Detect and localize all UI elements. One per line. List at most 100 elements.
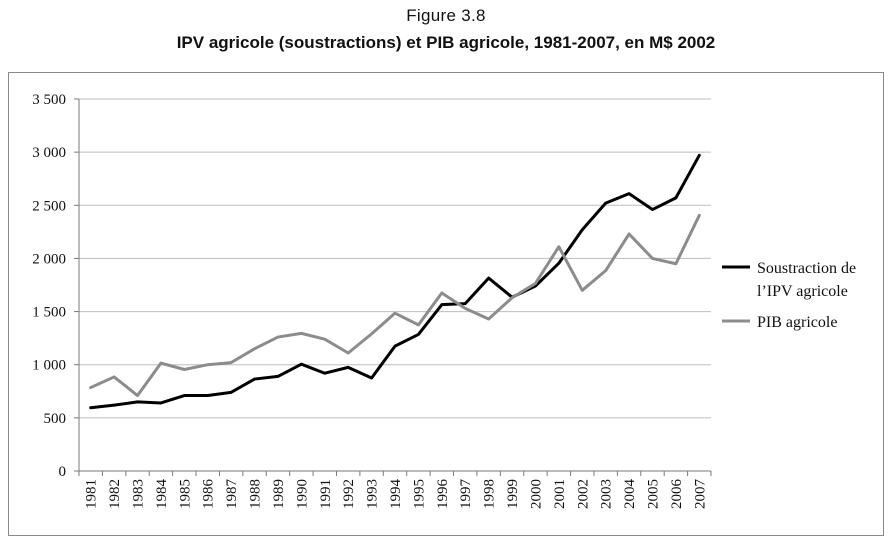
x-tick-label: 2007 (692, 479, 708, 510)
x-tick-label: 1986 (201, 479, 217, 510)
x-tick-label: 1998 (482, 479, 498, 509)
data-point-pib (417, 323, 420, 327)
x-tick-label: 1992 (341, 479, 357, 509)
data-point-pib (112, 375, 116, 379)
data-point-ipv (206, 394, 209, 397)
data-point-pib (136, 394, 139, 397)
x-tick-label: 1999 (505, 479, 521, 509)
x-tick-label: 1997 (458, 479, 474, 510)
data-point-pib (393, 311, 397, 315)
y-tick-label: 2 500 (32, 198, 66, 214)
data-point-ipv (674, 196, 678, 200)
data-point-pib (300, 332, 303, 335)
x-tick-label: 1990 (294, 479, 310, 509)
chart-title: IPV agricole (soustractions) et PIB agri… (176, 33, 716, 52)
y-tick-label: 2 000 (32, 251, 66, 267)
data-point-ipv (300, 362, 303, 366)
data-point-ipv (698, 154, 701, 157)
x-tick-label: 1988 (248, 479, 264, 509)
data-point-ipv (229, 391, 233, 394)
data-point-ipv (346, 366, 350, 369)
data-point-ipv (440, 303, 444, 306)
data-point-pib (159, 361, 163, 365)
x-tick-label: 1991 (318, 479, 334, 509)
data-point-ipv (112, 403, 116, 407)
x-tick-label: 1993 (365, 479, 381, 509)
y-tick-label: 3 500 (32, 92, 66, 108)
legend-label: l’IPV agricole (757, 283, 848, 300)
x-tick-label: 1995 (411, 479, 427, 509)
x-tick-label: 1989 (271, 479, 287, 509)
data-point-pib (651, 257, 654, 260)
data-point-ipv (276, 375, 280, 378)
data-point-pib (698, 214, 701, 217)
data-point-pib (276, 335, 280, 339)
data-point-pib (370, 332, 373, 336)
x-tick-label: 1985 (177, 479, 193, 509)
legend-label: PIB agricole (757, 314, 837, 331)
y-tick-label: 500 (44, 411, 67, 427)
x-tick-label: 1983 (131, 479, 147, 509)
data-point-pib (229, 361, 233, 364)
data-point-ipv (581, 228, 584, 231)
gridlines (79, 98, 711, 419)
data-point-pib (534, 282, 537, 285)
data-point-pib (206, 363, 209, 366)
x-tick-label: 2005 (645, 479, 661, 509)
data-point-ipv (253, 377, 256, 381)
data-point-pib (557, 245, 561, 248)
y-tick-label: 1 500 (32, 305, 66, 321)
data-point-pib (487, 317, 490, 321)
data-point-ipv (487, 276, 490, 280)
chart-frame (8, 72, 884, 536)
data-point-pib (627, 232, 631, 236)
data-point-ipv (417, 333, 420, 336)
x-tick-label: 1987 (224, 479, 240, 510)
series-lines (89, 153, 701, 410)
data-point-pib (253, 347, 256, 350)
data-point-ipv (136, 400, 139, 404)
x-tick-label: 2006 (669, 479, 685, 510)
x-tick-label: 1996 (435, 479, 451, 510)
data-point-ipv (159, 401, 163, 405)
x-tick-label: 2002 (575, 479, 591, 509)
data-point-pib (581, 289, 584, 292)
y-tick-label: 3 000 (32, 145, 66, 161)
data-point-ipv (604, 201, 607, 205)
data-point-ipv (89, 406, 92, 409)
x-tick-label: 1984 (154, 479, 170, 510)
y-tick-label: 1 000 (32, 358, 66, 374)
x-tick-label: 2000 (528, 479, 544, 509)
data-point-ipv (627, 192, 631, 195)
data-point-pib (89, 386, 92, 389)
x-tick-label: 1981 (84, 479, 100, 509)
x-tick-label: 2003 (599, 479, 615, 509)
x-tick-label: 1982 (107, 479, 123, 509)
x-tick-label: 2001 (552, 479, 568, 509)
data-point-pib (674, 262, 678, 265)
series-line-pib (89, 213, 701, 398)
data-point-ipv (183, 394, 186, 397)
data-point-ipv (393, 344, 397, 348)
data-point-pib (604, 269, 607, 272)
data-point-ipv (370, 376, 373, 380)
data-point-pib (464, 307, 467, 310)
data-point-ipv (557, 262, 561, 265)
legend: Soustraction de l’IPV agricole PIB agricol… (722, 260, 856, 331)
data-point-ipv (323, 372, 326, 375)
x-tick-label: 1994 (388, 479, 404, 510)
data-point-ipv (651, 208, 654, 211)
x-axis-ticks: 1981 1982 1983 1984 1985 1986 1987 1988 1989 1990… (78, 470, 712, 510)
data-point-pib (346, 351, 350, 355)
figure-label: Figure 3.8 (406, 6, 486, 25)
y-axis-ticks: 0 500 1 000 1 500 2 000 2 500 3 000 3 500 (32, 92, 80, 480)
x-tick-label: 2004 (622, 479, 638, 510)
data-point-pib (510, 296, 514, 299)
legend-label: Soustraction de (757, 260, 856, 277)
data-point-pib (440, 291, 444, 295)
y-tick-label: 0 (59, 464, 67, 480)
data-point-pib (323, 338, 326, 341)
data-point-ipv (464, 302, 467, 305)
data-point-pib (183, 368, 186, 371)
